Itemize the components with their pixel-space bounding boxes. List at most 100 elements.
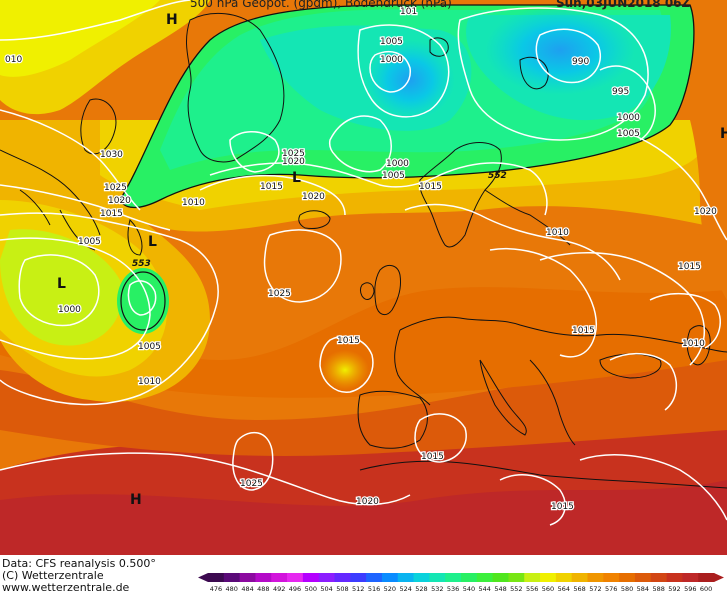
legend-right-arrow (714, 573, 724, 582)
legend-swatch (429, 573, 446, 582)
legend-swatch (208, 573, 225, 582)
legend-tick-label: 520 (384, 585, 396, 593)
legend-tick-label: 496 (289, 585, 301, 593)
isobar-label: 1020 (302, 192, 325, 202)
isobar-label: 1000 (380, 55, 403, 65)
legend-tick-label: 528 (415, 585, 427, 593)
legend-swatch (666, 573, 683, 582)
legend-tick-label: 508 (336, 585, 348, 593)
legend-swatch (524, 573, 541, 582)
legend-swatch (492, 573, 509, 582)
legend-swatch (587, 573, 604, 582)
isobar-label: 101 (400, 7, 417, 17)
legend-tick-label: 600 (700, 585, 712, 593)
legend-tick-label: 580 (621, 585, 633, 593)
legend-swatch (540, 573, 557, 582)
legend-tick-label: 572 (589, 585, 601, 593)
geopotential-label: 552 (488, 171, 507, 181)
map-title: 500 hPa Geopot. (gpdm), Bodendruck (hPa) (190, 0, 452, 10)
color-field (0, 0, 727, 555)
isobar-label: 1015 (678, 262, 701, 272)
copyright: (C) Wetterzentrale (2, 569, 104, 582)
geopotential-552-contour (119, 4, 695, 209)
isobar-label: 995 (612, 87, 629, 97)
isobar-label: 1025 (282, 149, 305, 159)
legend-swatch (397, 573, 414, 582)
pressure-center-high: H (130, 492, 142, 508)
legend-tick-label: 476 (210, 585, 222, 593)
legend-swatch (445, 573, 462, 582)
pressure-center-low: L (148, 234, 157, 250)
legend-tick-label: 576 (605, 585, 617, 593)
legend-swatch (223, 573, 241, 582)
isobar-label: 1005 (138, 342, 161, 352)
website-url: www.wetterzentrale.de (2, 581, 130, 594)
legend-tick-label: 524 (399, 585, 411, 593)
isobar-label: 010 (5, 55, 22, 65)
isobar-label: 1015 (421, 452, 444, 462)
legend-tick-label: 540 (463, 585, 475, 593)
legend-swatch (255, 573, 272, 582)
legend-tick-label: 564 (558, 585, 570, 593)
legend-swatch (350, 573, 367, 582)
isobar-label: 1015 (100, 209, 123, 219)
legend-swatch (619, 573, 636, 582)
legend-swatch (413, 573, 430, 582)
legend-tick-label: 548 (494, 585, 506, 593)
isobar-label: 1020 (356, 497, 379, 507)
isobar-label: 1005 (382, 171, 405, 181)
isobars (0, 0, 727, 526)
legend-swatch (603, 573, 620, 582)
isobar-label: 1020 (108, 196, 131, 206)
isobar-label: 1025 (240, 479, 263, 489)
legend-swatch (650, 573, 667, 582)
legend-swatch (381, 573, 399, 582)
legend-tick-label: 588 (652, 585, 664, 593)
isobar-label: 1025 (104, 183, 127, 193)
legend-swatch (476, 573, 494, 582)
legend-swatch (461, 573, 478, 582)
pressure-center-low: L (57, 276, 66, 292)
geopotential-label: 553 (132, 259, 151, 269)
isobar-label: 1005 (78, 237, 101, 247)
pressure-center-low: L (292, 170, 301, 186)
legend-swatch (334, 573, 351, 582)
legend-tick-label: 568 (573, 585, 585, 593)
isobar-label: 1005 (380, 37, 403, 47)
legend-tick-label: 532 (431, 585, 443, 593)
legend-tick-label: 596 (684, 585, 696, 593)
legend-tick-label: 584 (637, 585, 649, 593)
isobar-label: 1025 (268, 289, 291, 299)
isobar-label: 1000 (617, 113, 640, 123)
legend-tick-label: 536 (447, 585, 459, 593)
color-legend: 476 480 484 488 492 496 500 504 508 512 516 520 524 5… (198, 573, 724, 593)
legend-tick-label: 504 (320, 585, 332, 593)
legend-tick-label: 500 (305, 585, 317, 593)
isobar-label: 1010 (682, 339, 705, 349)
legend-tick-label: 544 (479, 585, 491, 593)
legend-swatch (287, 573, 304, 582)
legend-swatch (571, 573, 588, 582)
isobar-label: 1010 (182, 198, 205, 208)
legend-swatch (366, 573, 383, 582)
isobar-label: 1000 (58, 305, 81, 315)
isobar-label: 1005 (617, 129, 640, 139)
isobar-label: 1020 (282, 157, 305, 167)
legend-tick-label: 480 (226, 585, 238, 593)
legend-swatch (318, 573, 335, 582)
legend-tick-label: 516 (368, 585, 380, 593)
legend-swatch (302, 573, 320, 582)
isobar-label: 1020 (694, 207, 717, 217)
legend-swatch (634, 573, 652, 582)
legend-left-arrow (198, 573, 208, 582)
legend-swatch (698, 573, 715, 582)
legend-swatch (682, 573, 699, 582)
legend-tick-label: 512 (352, 585, 364, 593)
isobar-label: 1010 (546, 228, 569, 238)
legend-tick-label: 488 (257, 585, 269, 593)
isobar-label: 1015 (572, 326, 595, 336)
legend-tick-label: 552 (510, 585, 522, 593)
legend-tick-label: 556 (526, 585, 538, 593)
legend-swatch (555, 573, 573, 582)
